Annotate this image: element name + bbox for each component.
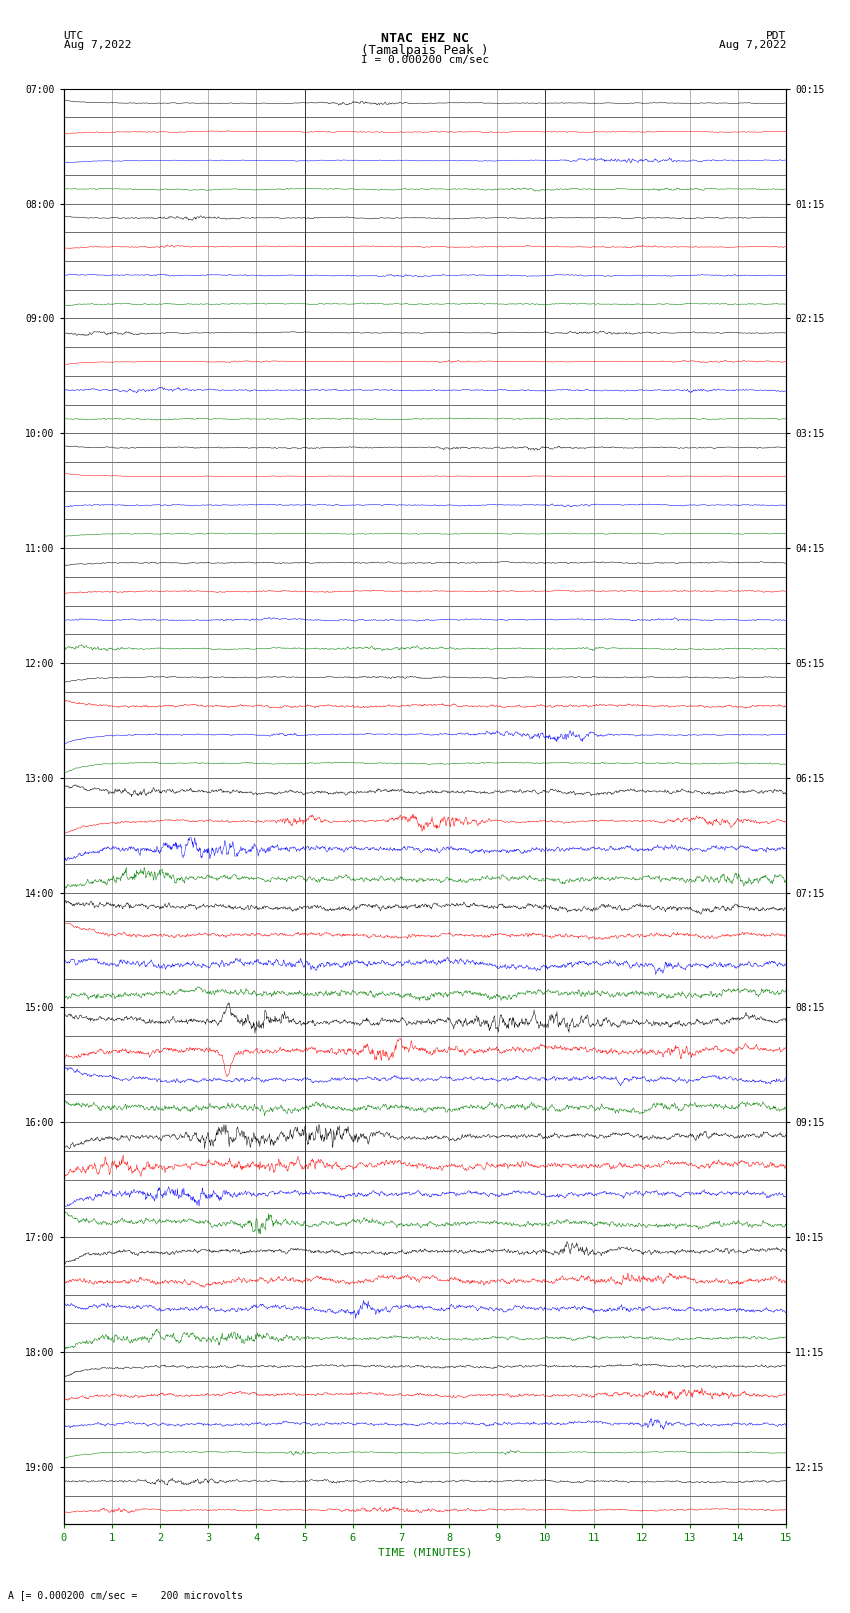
Text: NTAC EHZ NC: NTAC EHZ NC xyxy=(381,32,469,45)
Text: I = 0.000200 cm/sec: I = 0.000200 cm/sec xyxy=(361,55,489,65)
Text: A [= 0.000200 cm/sec =    200 microvolts: A [= 0.000200 cm/sec = 200 microvolts xyxy=(8,1590,243,1600)
Text: UTC: UTC xyxy=(64,31,84,40)
Text: (Tamalpais Peak ): (Tamalpais Peak ) xyxy=(361,44,489,56)
Text: PDT: PDT xyxy=(766,31,786,40)
X-axis label: TIME (MINUTES): TIME (MINUTES) xyxy=(377,1547,473,1558)
Text: Aug 7,2022: Aug 7,2022 xyxy=(719,40,786,50)
Text: Aug 7,2022: Aug 7,2022 xyxy=(64,40,131,50)
